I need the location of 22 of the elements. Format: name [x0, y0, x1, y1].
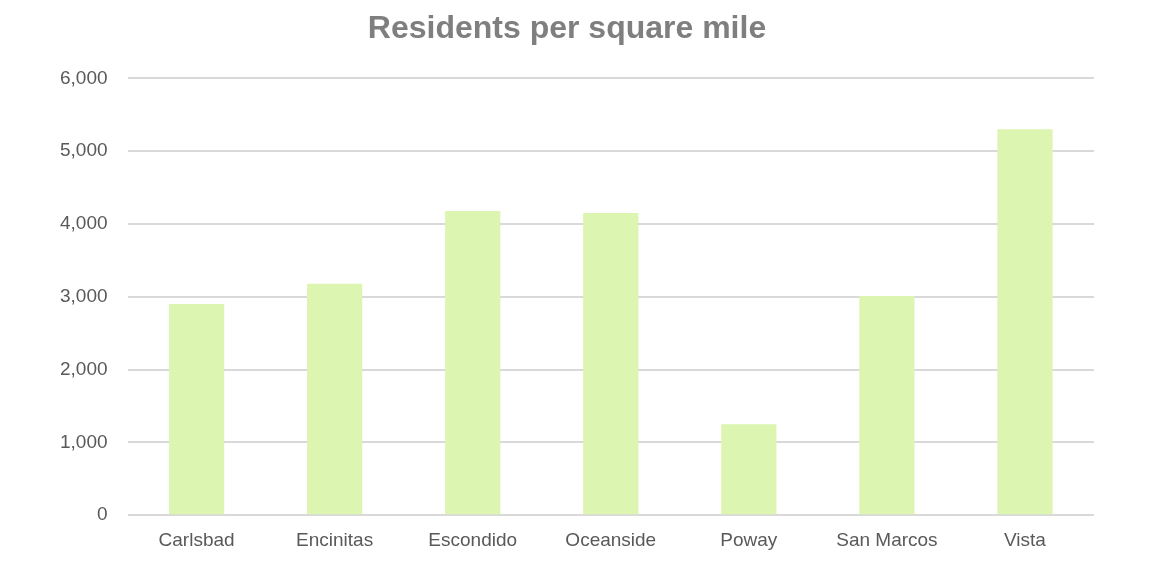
bar	[583, 213, 639, 515]
x-tick-label: San Marcos	[836, 528, 938, 550]
bar	[721, 424, 777, 515]
bar	[859, 296, 915, 515]
bar	[445, 210, 501, 515]
chart-title: Residents per square mile	[367, 9, 767, 46]
y-tick-label: 5,000	[60, 139, 108, 161]
x-tick-label: Encinitas	[296, 528, 374, 550]
y-tick-label: 3,000	[60, 285, 108, 307]
y-tick-label: 6,000	[60, 66, 108, 88]
x-tick-label: Carlsbad	[158, 528, 235, 550]
x-tick-label: Vista	[1004, 528, 1047, 550]
x-tick-label: Oceanside	[565, 528, 657, 550]
y-tick-label: 4,000	[60, 212, 108, 234]
y-tick-label: 0	[96, 503, 108, 525]
bar	[997, 129, 1053, 515]
x-tick-label: Escondido	[428, 528, 518, 550]
bar	[307, 283, 363, 515]
x-tick-label: Poway	[720, 528, 778, 550]
bar	[168, 304, 225, 515]
y-tick-label: 2,000	[60, 357, 108, 379]
y-tick-label: 1,000	[60, 430, 108, 452]
